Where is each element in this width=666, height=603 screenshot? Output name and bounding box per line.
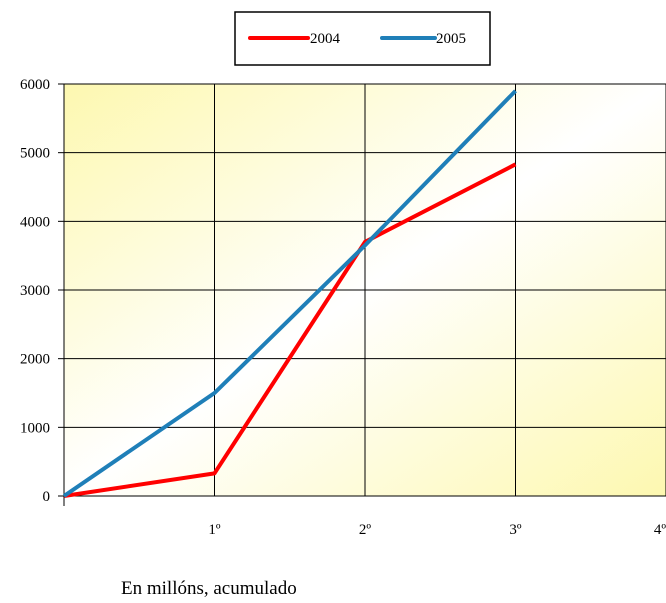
legend-label-2005: 2005: [436, 31, 466, 47]
x-tick-label-1: 1º: [208, 522, 221, 538]
y-tick-label-6: 6000: [20, 77, 50, 93]
x-axis-ticks: 1º 2º 3º 4º: [208, 522, 666, 538]
series-line-2005: [62, 89, 517, 498]
chart-caption: En millóns, acumulado: [121, 578, 297, 599]
legend: 2004 2005: [234, 11, 491, 66]
axes: [63, 84, 666, 506]
series-lines: [62, 89, 517, 498]
series-line-2004: [63, 162, 517, 498]
y-tick-label-2: 2000: [20, 352, 50, 368]
y-tick-label-5: 5000: [20, 146, 50, 162]
y-tick-label-0: 0: [43, 489, 51, 505]
y-tick-label-3: 3000: [20, 283, 50, 299]
y-tick-label-4: 4000: [20, 214, 50, 230]
x-tick-label-4: 4º: [654, 522, 666, 538]
x-tick-label-2: 2º: [359, 522, 372, 538]
x-tick-label-3: 3º: [509, 522, 522, 538]
y-tick-label-1: 1000: [20, 420, 50, 436]
legend-label-2004: 2004: [310, 31, 341, 47]
y-axis-ticks: 0 1000 2000 3000 4000 5000 6000: [20, 77, 64, 505]
